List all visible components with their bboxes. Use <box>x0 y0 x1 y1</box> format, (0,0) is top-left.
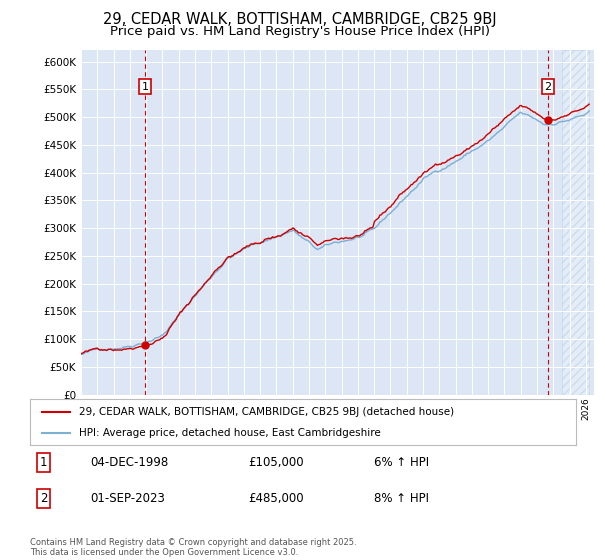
Text: HPI: Average price, detached house, East Cambridgeshire: HPI: Average price, detached house, East… <box>79 428 381 438</box>
Text: 8% ↑ HPI: 8% ↑ HPI <box>374 492 429 505</box>
Text: 01-SEP-2023: 01-SEP-2023 <box>90 492 165 505</box>
Text: 29, CEDAR WALK, BOTTISHAM, CAMBRIDGE, CB25 9BJ: 29, CEDAR WALK, BOTTISHAM, CAMBRIDGE, CB… <box>103 12 497 27</box>
Text: 1: 1 <box>40 456 47 469</box>
Text: 1: 1 <box>142 82 148 91</box>
Text: £485,000: £485,000 <box>248 492 304 505</box>
Text: 6% ↑ HPI: 6% ↑ HPI <box>374 456 429 469</box>
Text: Contains HM Land Registry data © Crown copyright and database right 2025.
This d: Contains HM Land Registry data © Crown c… <box>30 538 356 557</box>
Text: 2: 2 <box>40 492 47 505</box>
Text: 2: 2 <box>544 82 551 91</box>
Text: 04-DEC-1998: 04-DEC-1998 <box>90 456 169 469</box>
Text: Price paid vs. HM Land Registry's House Price Index (HPI): Price paid vs. HM Land Registry's House … <box>110 25 490 38</box>
Text: £105,000: £105,000 <box>248 456 304 469</box>
Text: 29, CEDAR WALK, BOTTISHAM, CAMBRIDGE, CB25 9BJ (detached house): 29, CEDAR WALK, BOTTISHAM, CAMBRIDGE, CB… <box>79 407 454 417</box>
